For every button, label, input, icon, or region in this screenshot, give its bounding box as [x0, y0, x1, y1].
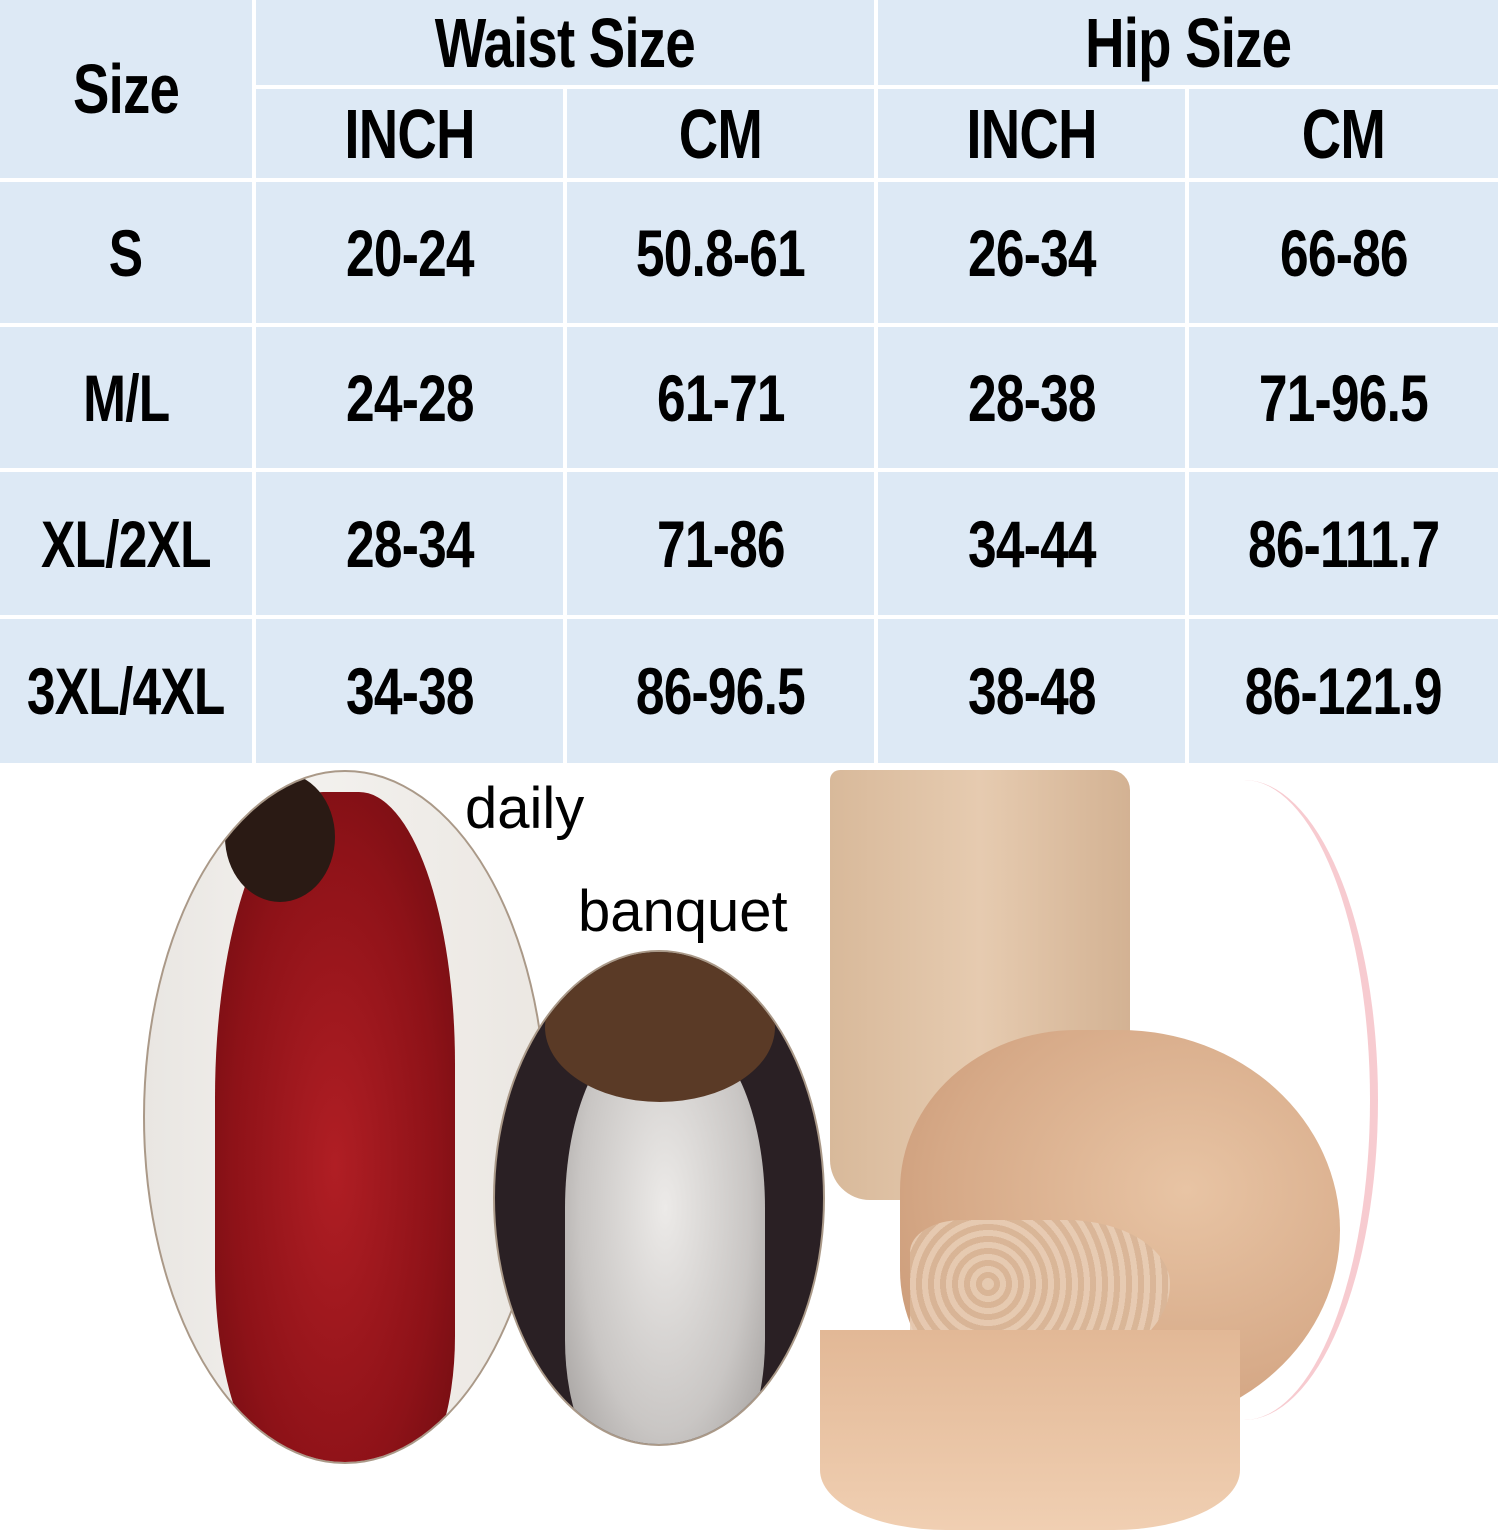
table-cell-text: 24-28 [345, 360, 475, 435]
table-cell-text: 20-24 [345, 215, 475, 290]
table-cell-text: 71-86 [656, 506, 786, 581]
table-cell: 86-111.7 [1189, 472, 1498, 615]
size-label: XL/2XL [0, 472, 252, 615]
table-cell: 38-48 [878, 619, 1185, 763]
table-cell: 24-28 [256, 327, 563, 468]
red-dress [215, 792, 455, 1462]
group-header: Waist Size [256, 0, 874, 85]
unit-header: CM [1189, 89, 1498, 178]
table-cell: 34-38 [256, 619, 563, 763]
lift-arrow-icon [1110, 780, 1378, 1420]
table-cell-text: 26-34 [967, 215, 1097, 290]
table-cell: 34-44 [878, 472, 1185, 615]
table-cell-text: 61-71 [656, 360, 786, 435]
table-cell-text: 86-111.7 [1247, 506, 1440, 581]
unit-header-text: CM [1301, 94, 1386, 173]
table-cell: 20-24 [256, 182, 563, 323]
unit-header-text: INCH [966, 94, 1097, 173]
size-label: 3XL/4XL [0, 619, 252, 763]
group-header-text: Hip Size [1084, 3, 1292, 82]
table-cell-text: 38-48 [967, 654, 1097, 728]
unit-header: CM [567, 89, 874, 178]
table-cell: 66-86 [1189, 182, 1498, 323]
size-label: M/L [0, 327, 252, 468]
shapewear-photo [820, 770, 1380, 1530]
table-cell: 50.8-61 [567, 182, 874, 323]
caption-banquet: banquet [578, 879, 788, 944]
size-label-text: XL/2XL [41, 506, 212, 581]
table-cell: 86-96.5 [567, 619, 874, 763]
table-cell: 86-121.9 [1189, 619, 1498, 763]
table-cell-text: 28-38 [967, 360, 1097, 435]
group-header-text: Waist Size [434, 3, 696, 82]
daily-photo [143, 770, 547, 1464]
table-cell-text: 86-96.5 [635, 654, 806, 728]
table-cell-text: 50.8-61 [635, 215, 806, 290]
unit-header: INCH [256, 89, 563, 178]
unit-header-text: CM [678, 94, 763, 173]
unit-header: INCH [878, 89, 1185, 178]
table-cell-text: 71-96.5 [1258, 360, 1429, 435]
table-cell-text: 66-86 [1279, 215, 1409, 290]
table-cell: 28-34 [256, 472, 563, 615]
table-cell: 61-71 [567, 327, 874, 468]
table-cell: 28-38 [878, 327, 1185, 468]
unit-header-text: INCH [344, 94, 475, 173]
size-label-text: S [109, 215, 143, 290]
table-cell-text: 86-121.9 [1245, 654, 1443, 728]
table-cell: 26-34 [878, 182, 1185, 323]
size-label-text: M/L [82, 360, 170, 435]
caption-daily: daily [465, 776, 585, 841]
table-cell: 71-86 [567, 472, 874, 615]
size-label: S [0, 182, 252, 323]
hair [225, 772, 335, 902]
size-header-text: Size [72, 50, 180, 128]
size-label-text: 3XL/4XL [27, 654, 225, 728]
table-cell: 71-96.5 [1189, 327, 1498, 468]
size-header: Size [0, 0, 252, 178]
table-cell-text: 34-44 [967, 506, 1097, 581]
hair [545, 952, 775, 1102]
banquet-photo [493, 950, 825, 1446]
table-cell-text: 34-38 [345, 654, 475, 728]
group-header: Hip Size [878, 0, 1498, 85]
table-cell-text: 28-34 [345, 506, 475, 581]
